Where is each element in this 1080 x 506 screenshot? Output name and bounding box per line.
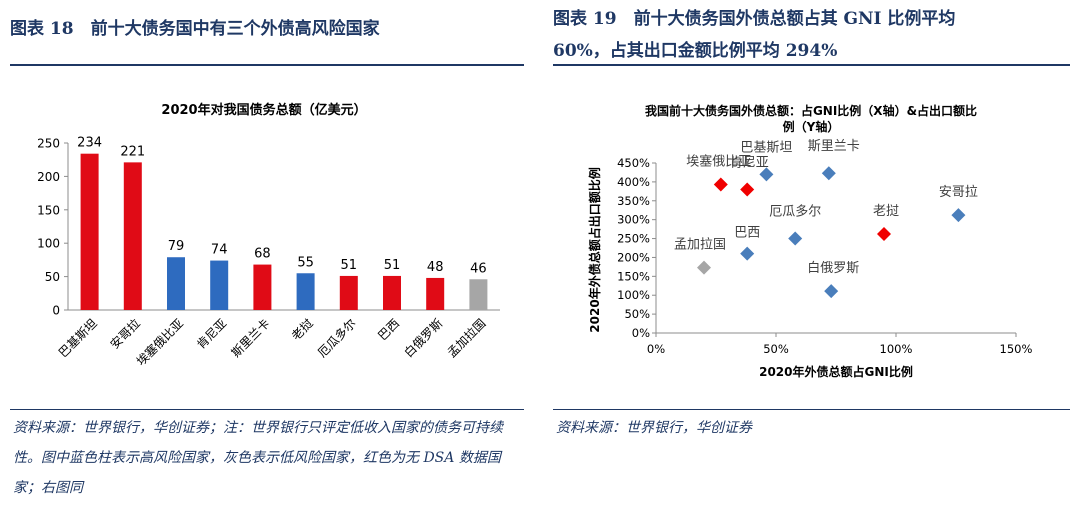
bar [167,257,185,310]
x-category-label: 埃塞俄比亚 [133,316,186,369]
scatter-point-label: 肯尼亚 [730,155,769,170]
x-category-label: 老挝 [289,316,316,343]
x-category-label: 厄瓜多尔 [314,316,359,361]
bar-value-label: 234 [77,136,102,151]
scatter-x-axis-title: 2020年外债总额占GNI比例 [759,364,913,379]
scatter-y-tick-label: 150% [617,269,650,283]
scatter-y-tick-label: 450% [617,156,650,170]
scatter-y-tick-label: 250% [617,232,650,246]
bar-value-label: 55 [297,255,314,270]
scatter-y-tick-label: 50% [624,307,650,321]
right-source-note: 资料来源：世界银行，华创证券 [556,420,752,436]
scatter-point [740,246,755,261]
scatter-chart: 我国前十大债务国外债总额：占GNI比例（X轴）&占出口额比例（Y轴） 0% 50% 1… [587,103,1033,379]
left-heading-rule [10,64,524,66]
x-category-label: 白俄罗斯 [401,316,446,361]
x-category-label: 巴西 [375,316,402,343]
bar [296,273,315,310]
scatter-point [788,231,803,246]
scatter-x-tick-label: 50% [763,342,789,356]
bar [383,275,401,310]
right-chart-heading-line1: 图表 19 前十大债务国外债总额占其 GNI 比例平均 [553,9,956,29]
right-chart-heading-line2: 60%，占其出口金额比例平均 294% [553,41,838,61]
bar [253,264,272,310]
scatter-title-line2: 例（Y轴） [783,119,840,134]
bar-chart-title: 2020年对我国债务总额（亿美元） [161,102,366,118]
bar-chart: 2020年对我国债务总额（亿美元） 0 50 100 150 200 250 234 巴基斯坦 2… [37,102,500,369]
scatter-point [697,260,711,275]
x-category-label: 肯尼亚 [194,316,229,351]
bar-value-label: 221 [120,144,145,159]
bar-value-label: 68 [254,247,271,262]
scatter-x-tick-label: 150% [1000,342,1033,356]
y-tick-label: 150 [37,203,60,217]
scatter-point-label: 孟加拉国 [674,238,726,253]
bar [80,153,99,310]
bar [426,277,445,310]
scatter-point-label: 安哥拉 [939,185,978,200]
y-tick-label: 250 [37,137,60,151]
scatter-point-label: 老挝 [873,204,899,219]
bar-value-label: 51 [384,258,401,273]
bar-value-label: 74 [211,243,228,258]
x-category-label: 巴基斯坦 [56,316,100,360]
bar-value-label: 46 [470,261,487,276]
scatter-point [759,167,774,182]
scatter-point-label: 埃塞俄比亚 [686,154,751,170]
scatter-point-label: 巴基斯坦 [740,140,792,155]
x-category-label: 安哥拉 [107,316,143,352]
x-category-label: 斯里兰卡 [229,316,273,360]
scatter-x-tick-label: 0% [647,342,665,356]
bar [210,260,229,310]
scatter-y-tick-label: 350% [617,194,650,208]
x-category-label: 孟加拉国 [444,316,489,361]
bar-value-label: 51 [341,258,358,273]
left-source-note: 资料来源：世界银行，华创证券；注：世界银行只评定低收入国家的债务可持续性。图中蓝… [13,420,503,496]
right-source-rule [553,409,1070,410]
bar-value-label: 48 [427,260,444,275]
scatter-point-label: 白俄罗斯 [807,260,859,276]
right-heading-rule [553,64,1070,66]
y-tick-label: 100 [37,237,60,251]
bar [469,279,488,310]
scatter-point-label: 厄瓜多尔 [769,204,821,220]
scatter-point-label: 巴西 [734,226,760,241]
scatter-y-tick-label: 300% [617,213,650,227]
scatter-y-tick-label: 200% [617,250,650,264]
scatter-y-tick-label: 400% [617,175,650,189]
scatter-x-tick-label: 100% [880,342,913,356]
scatter-point [740,182,755,197]
bar [339,275,358,310]
scatter-point [877,227,891,242]
left-source-rule [10,409,524,410]
scatter-point [824,284,839,299]
scatter-point [713,177,728,192]
bar [123,162,142,310]
scatter-point [951,208,966,223]
bar-value-label: 79 [168,239,185,254]
scatter-y-tick-label: 100% [617,288,650,302]
scatter-point [821,166,836,181]
scatter-point-label: 斯里兰卡 [808,139,860,154]
left-chart-heading: 图表 18 前十大债务国中有三个外债高风险国家 [10,19,380,39]
y-tick-label: 0 [52,304,60,318]
scatter-title-line1: 我国前十大债务国外债总额：占GNI比例（X轴）&占出口额比 [645,103,977,118]
y-tick-label: 200 [37,170,60,184]
scatter-y-axis-title: 2020年外债总额占出口额比例 [587,167,602,332]
scatter-y-tick-label: 0% [632,326,650,340]
y-tick-label: 50 [45,270,60,284]
